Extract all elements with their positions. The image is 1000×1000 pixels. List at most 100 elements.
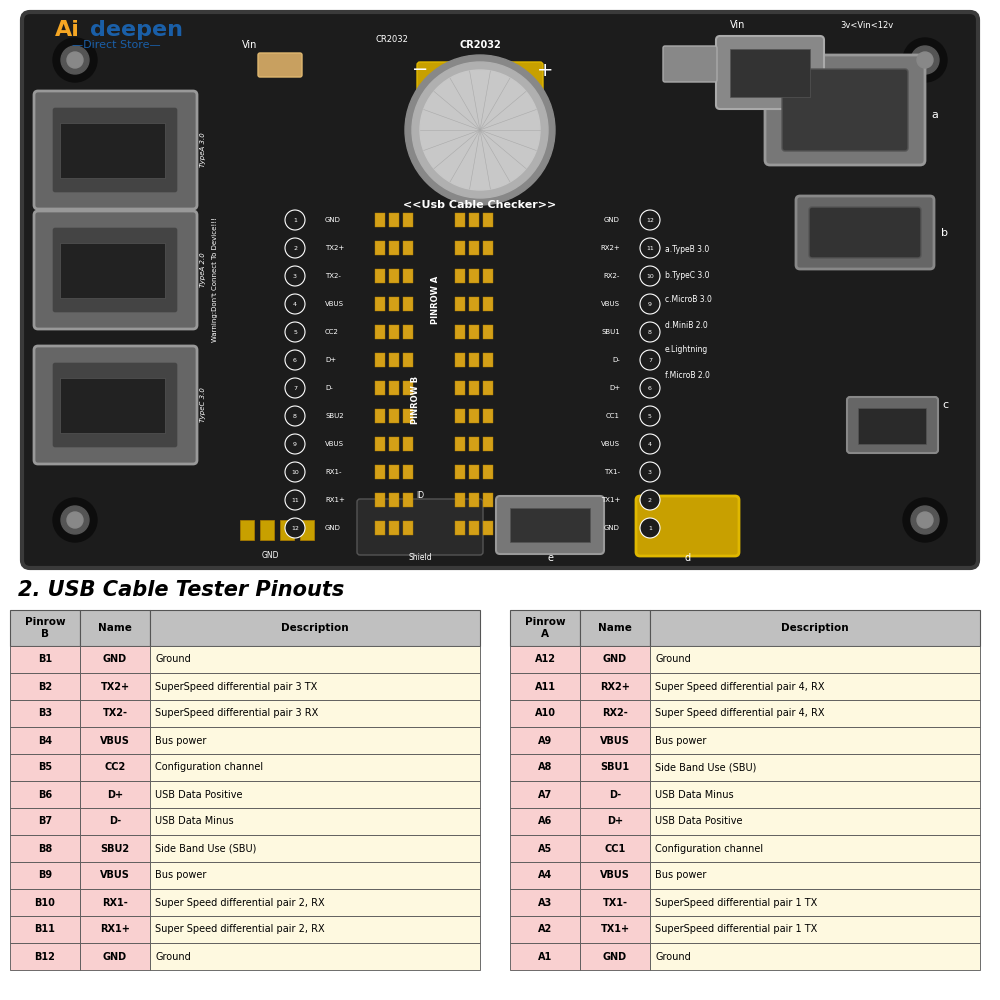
Text: CC1: CC1 — [604, 844, 626, 854]
Text: Bus power: Bus power — [155, 870, 206, 880]
Text: A5: A5 — [538, 844, 552, 854]
Bar — [483, 269, 493, 283]
Circle shape — [285, 266, 305, 286]
Circle shape — [285, 462, 305, 482]
Text: RX2+: RX2+ — [600, 682, 630, 692]
Circle shape — [285, 238, 305, 258]
FancyBboxPatch shape — [357, 499, 483, 555]
Bar — [389, 241, 399, 255]
FancyBboxPatch shape — [636, 496, 739, 556]
Bar — [389, 465, 399, 479]
Bar — [150, 862, 480, 889]
Text: Side Band Use (SBU): Side Band Use (SBU) — [655, 762, 756, 772]
Circle shape — [285, 350, 305, 370]
Bar — [650, 754, 980, 781]
Bar — [483, 521, 493, 535]
Bar — [510, 808, 580, 835]
Text: B12: B12 — [35, 952, 55, 962]
Bar — [483, 437, 493, 451]
FancyBboxPatch shape — [52, 107, 178, 193]
Text: SuperSpeed differential pair 1 TX: SuperSpeed differential pair 1 TX — [655, 924, 817, 934]
Text: 4: 4 — [293, 302, 297, 306]
Circle shape — [903, 38, 947, 82]
Text: SBU1: SBU1 — [600, 762, 630, 772]
Bar — [150, 610, 480, 646]
Bar — [580, 835, 650, 862]
Bar — [483, 297, 493, 311]
Text: B10: B10 — [35, 898, 55, 908]
Text: SuperSpeed differential pair 3 RX: SuperSpeed differential pair 3 RX — [155, 708, 318, 718]
Bar — [483, 241, 493, 255]
Text: B9: B9 — [38, 870, 52, 880]
FancyBboxPatch shape — [663, 46, 717, 82]
Text: Warning:Don't Connect To Device!!!: Warning:Don't Connect To Device!!! — [212, 218, 218, 342]
Bar — [150, 808, 480, 835]
Bar — [650, 727, 980, 754]
Bar — [375, 325, 385, 339]
Text: A1: A1 — [538, 952, 552, 962]
Bar — [150, 835, 480, 862]
Circle shape — [61, 46, 89, 74]
Bar — [469, 409, 479, 423]
Bar — [375, 493, 385, 507]
Bar — [403, 213, 413, 227]
Text: TX1+: TX1+ — [601, 497, 620, 503]
Circle shape — [285, 518, 305, 538]
Text: 7: 7 — [293, 385, 297, 390]
Text: TX2+: TX2+ — [325, 245, 344, 251]
Bar — [389, 213, 399, 227]
Text: A7: A7 — [538, 790, 552, 800]
Bar — [455, 325, 465, 339]
Text: 11: 11 — [291, 497, 299, 502]
Text: VBUS: VBUS — [100, 736, 130, 746]
FancyBboxPatch shape — [809, 207, 921, 258]
Circle shape — [911, 46, 939, 74]
Bar — [80, 808, 150, 835]
Text: 6: 6 — [648, 385, 652, 390]
Circle shape — [285, 434, 305, 454]
Bar — [80, 727, 150, 754]
Circle shape — [285, 322, 305, 342]
Bar — [80, 673, 150, 700]
Bar — [858, 408, 926, 444]
Text: GND: GND — [603, 952, 627, 962]
Circle shape — [640, 266, 660, 286]
Circle shape — [61, 506, 89, 534]
Text: +: + — [537, 60, 553, 80]
Text: B1: B1 — [38, 654, 52, 664]
Bar — [469, 297, 479, 311]
Text: −: − — [412, 60, 428, 80]
Bar — [150, 727, 480, 754]
Text: TX1-: TX1- — [602, 898, 628, 908]
Bar — [375, 521, 385, 535]
Text: e.Lightning: e.Lightning — [665, 346, 708, 355]
Bar — [650, 808, 980, 835]
Text: Bus power: Bus power — [655, 870, 706, 880]
Circle shape — [640, 518, 660, 538]
Bar — [389, 521, 399, 535]
Text: Ground: Ground — [155, 654, 191, 664]
Text: A4: A4 — [538, 870, 552, 880]
Text: RX1-: RX1- — [325, 469, 342, 475]
Text: D-: D- — [109, 816, 121, 826]
Text: A9: A9 — [538, 736, 552, 746]
Text: 10: 10 — [646, 273, 654, 278]
Bar — [375, 437, 385, 451]
FancyBboxPatch shape — [417, 62, 473, 103]
Bar — [650, 700, 980, 727]
Text: deepen: deepen — [90, 20, 183, 40]
Text: 2: 2 — [648, 497, 652, 502]
Bar — [403, 465, 413, 479]
Text: A11: A11 — [534, 682, 556, 692]
Bar — [389, 437, 399, 451]
Circle shape — [640, 350, 660, 370]
Bar — [510, 727, 580, 754]
Bar — [455, 297, 465, 311]
Text: PINROW B: PINROW B — [411, 376, 420, 424]
Text: Bus power: Bus power — [155, 736, 206, 746]
Text: USB Data Positive: USB Data Positive — [155, 790, 242, 800]
Bar — [483, 381, 493, 395]
Bar — [580, 646, 650, 673]
Text: D+: D+ — [607, 816, 623, 826]
Bar — [80, 916, 150, 943]
